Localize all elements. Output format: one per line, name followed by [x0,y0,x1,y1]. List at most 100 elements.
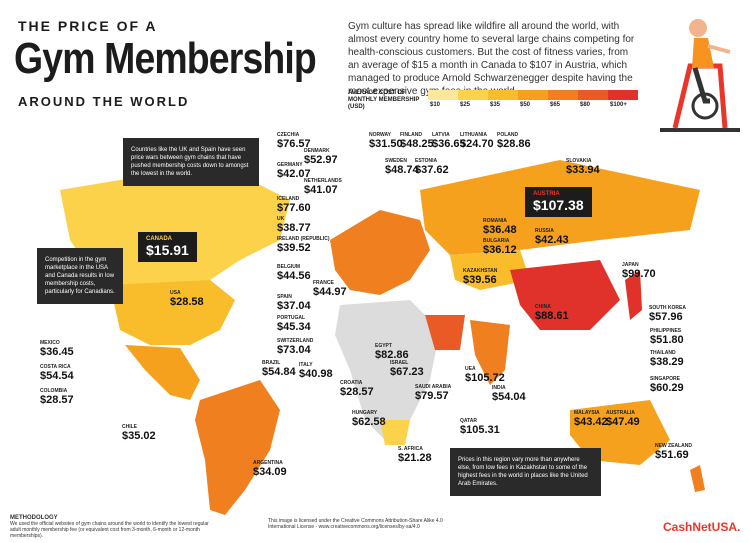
country-price: $77.60 [277,202,311,214]
country-price: $52.97 [304,154,338,166]
methodology-text: We used the official websites of gym cha… [10,521,209,539]
country-name: COSTA RICA [40,364,71,370]
country-name: IRELAND (REPUBLIC) [277,236,330,242]
country-label: CZECHIA $76.57 [277,132,311,150]
map-south-america [195,380,280,515]
callout-canada: CANADA $15.91 [138,232,197,262]
legend-swatch [458,90,488,100]
country-label: AUSTRALIA $47.49 [606,410,640,428]
country-label: ITALY $40.98 [299,362,333,380]
country-price: $47.49 [606,416,640,428]
country-name: UEA [465,366,476,372]
country-price: $33.94 [566,164,600,176]
country-price: $36.65 [432,138,466,150]
country-label: ISRAEL $67.23 [390,360,424,378]
country-label: SAUDI ARABIA $79.57 [415,384,451,402]
country-name: S. AFRICA [398,446,423,452]
country-price: $51.69 [655,449,689,461]
country-label: JAPAN $99.70 [622,262,656,280]
country-name: NEW ZEALAND [655,443,692,449]
map-europe [330,210,430,295]
legend-label: $80 [580,102,591,108]
brand-logo[interactable]: CashNetUSA. [663,520,741,534]
country-name: CROATIA [340,380,363,386]
callout-austria-name: AUSTRIA [533,191,560,197]
legend-swatch [578,90,608,100]
callout-canada-name: CANADA [146,236,172,242]
country-price: $79.57 [415,390,449,402]
world-map [60,160,705,515]
legend-label: $100+ [610,102,627,108]
country-price: $28.58 [170,296,204,308]
country-name: COLOMBIA [40,388,68,394]
country-name: USA [170,290,181,296]
country-name: GERMANY [277,162,303,168]
country-price: $38.77 [277,222,311,234]
country-name: ESTONIA [415,158,438,164]
country-price: $28.86 [497,138,531,150]
country-price: $67.23 [390,366,424,378]
info-box-canada: Competition in the gym marketplace in th… [37,248,123,304]
country-name: BRAZIL [262,360,281,366]
info-box-uae: Prices in this region vary more than any… [450,448,601,496]
country-label: ROMANIA $36.48 [483,218,517,236]
rider-shirt [692,38,714,68]
country-label: DENMARK $52.97 [304,148,338,166]
legend-label: $25 [460,102,471,108]
country-name: RUSSIA [535,228,554,234]
country-price: $39.56 [463,274,497,286]
country-price: $76.57 [277,138,311,150]
country-label: HUNGARY $62.58 [352,410,386,428]
country-price: $60.29 [650,382,684,394]
country-name: CHILE [122,424,137,430]
country-name: BELGIUM [277,264,301,270]
country-price: $105.31 [460,424,500,436]
legend-swatch [548,90,578,100]
country-name: EGYPT [375,343,392,349]
country-label: COSTA RICA $54.54 [40,364,74,382]
country-name: PORTUGAL [277,315,306,321]
country-price: $45.34 [277,321,311,333]
country-name: SWITZERLAND [277,338,314,344]
title-bottom: AROUND THE WORLD [18,94,190,109]
country-label: ESTONIA $37.62 [415,158,449,176]
intro-text: Gym culture has spread like wildfire all… [348,21,635,97]
map-kazakhstan [450,250,530,290]
legend-swatch [518,90,548,100]
country-name: ICELAND [277,196,300,202]
country-name: UK [277,216,285,222]
country-price: $36.45 [40,346,74,358]
country-label: QATAR $105.31 [460,418,500,436]
country-label: FINLAND $48.25 [400,132,434,150]
country-label: IRELAND (REPUBLIC) $39.52 [277,236,330,254]
country-price: $44.97 [313,286,347,298]
map-india [470,320,510,385]
page-title: Gym Membership [14,34,317,83]
country-price: $62.58 [352,416,386,428]
country-label: SWITZERLAND $73.04 [277,338,313,356]
map-usa [110,280,235,345]
country-label: MEXICO $36.45 [40,340,74,358]
map-new-zealand [690,465,705,492]
country-label: BELGIUM $44.56 [277,264,311,282]
legend-label: $50 [520,102,531,108]
country-price: $28.57 [340,386,374,398]
country-label: LITHUANIA $24.70 [460,132,494,150]
country-price: $44.56 [277,270,311,282]
country-name: SPAIN [277,294,292,300]
country-label: THAILAND $38.29 [650,350,684,368]
country-label: FRANCE $44.97 [313,280,347,298]
country-name: INDIA [492,385,506,391]
country-price: $54.84 [262,366,296,378]
country-name: MEXICO [40,340,60,346]
methodology: METHODOLOGY We used the official website… [10,515,220,539]
country-price: $38.29 [650,356,684,368]
country-name: NORWAY [369,132,391,138]
country-label: POLAND $28.86 [497,132,531,150]
country-name: SINGAPORE [650,376,681,382]
country-name: POLAND [497,132,519,138]
country-name: LATVIA [432,132,450,138]
country-label: SLOVAKIA $33.94 [566,158,600,176]
country-label: UK $38.77 [277,216,311,234]
info-box-canada-text: Competition in the gym marketplace in th… [45,257,115,295]
